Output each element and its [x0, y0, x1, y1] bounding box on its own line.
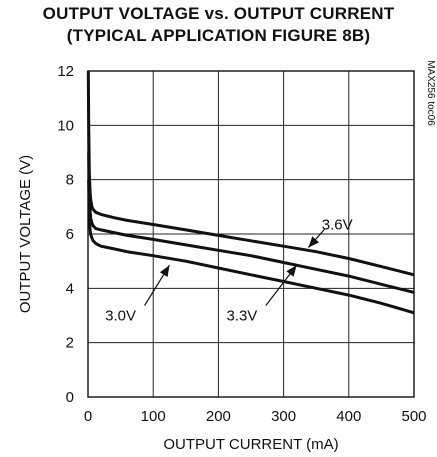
y-tick-label: 2: [66, 335, 74, 352]
x-tick-label: 400: [336, 408, 361, 425]
x-tick-label: 100: [141, 408, 166, 425]
chart-subtitle: (TYPICAL APPLICATION FIGURE 8B): [66, 26, 371, 45]
x-tick-label: 500: [401, 408, 426, 425]
grid: [88, 71, 414, 397]
y-tick-label: 8: [66, 172, 74, 189]
annotation-arrowhead: [286, 265, 297, 277]
y-tick-label: 10: [57, 117, 74, 134]
x-tick-label: 0: [84, 408, 92, 425]
annotation-label: 3.3V: [226, 308, 257, 325]
annotation-arrowhead: [159, 265, 170, 277]
figure-id: MAX256 toc06: [425, 60, 436, 126]
y-tick-label: 12: [57, 63, 74, 80]
series-line-3-6V: [86, 70, 415, 277]
series-group: [86, 70, 415, 315]
tick-labels: 0 100 200 300 400 500 0 2 4 6 8 10 12: [57, 63, 426, 425]
x-axis-label: OUTPUT CURRENT (mA): [163, 436, 338, 453]
y-tick-label: 6: [66, 226, 74, 243]
y-tick-label: 0: [66, 389, 74, 406]
plot-frame: [87, 70, 415, 398]
annotations: 3.6V 3.3V 3.0V: [105, 216, 352, 324]
x-tick-label: 200: [206, 408, 231, 425]
series-line-3-0V: [87, 179, 415, 315]
annotation-label: 3.0V: [105, 308, 136, 325]
annotation-arrowhead: [308, 236, 320, 248]
y-axis-label: OUTPUT VOLTAGE (V): [17, 155, 34, 313]
x-tick-label: 300: [271, 408, 296, 425]
annotation-label: 3.6V: [322, 216, 353, 233]
y-tick-label: 4: [66, 280, 74, 297]
chart-title: OUTPUT VOLTAGE vs. OUTPUT CURRENT: [42, 4, 395, 23]
